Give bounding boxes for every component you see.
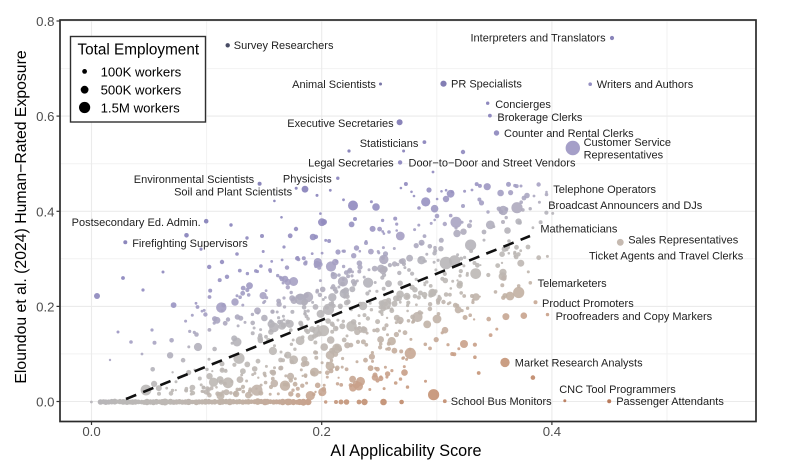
svg-text:Physicists: Physicists bbox=[283, 174, 332, 186]
svg-text:0.0: 0.0 bbox=[36, 395, 54, 410]
svg-text:CNC Tool Programmers: CNC Tool Programmers bbox=[559, 384, 676, 396]
svg-text:Telemarketers: Telemarketers bbox=[538, 278, 608, 290]
svg-text:Counter and Rental Clerks: Counter and Rental Clerks bbox=[504, 128, 634, 140]
svg-text:Broadcast Announcers and DJs: Broadcast Announcers and DJs bbox=[548, 200, 703, 212]
svg-text:Soil and Plant Scientists: Soil and Plant Scientists bbox=[174, 186, 293, 198]
svg-text:Concierges: Concierges bbox=[495, 99, 551, 111]
svg-text:Product Promoters: Product Promoters bbox=[542, 298, 634, 310]
svg-text:Statisticians: Statisticians bbox=[360, 138, 419, 150]
svg-text:0.4: 0.4 bbox=[36, 204, 54, 219]
svg-text:Environmental Scientists: Environmental Scientists bbox=[134, 174, 255, 186]
svg-text:Executive Secretaries: Executive Secretaries bbox=[287, 118, 394, 130]
svg-text:Sales Representatives: Sales Representatives bbox=[628, 235, 739, 247]
svg-text:Mathematicians: Mathematicians bbox=[540, 224, 618, 236]
svg-text:500K workers: 500K workers bbox=[101, 83, 182, 98]
svg-text:1.5M workers: 1.5M workers bbox=[101, 100, 181, 115]
svg-text:Proofreaders and Copy Markers: Proofreaders and Copy Markers bbox=[556, 311, 713, 323]
svg-text:0.6: 0.6 bbox=[36, 109, 54, 124]
svg-text:Customer Service: Customer Service bbox=[584, 137, 671, 149]
svg-text:Animal Scientists: Animal Scientists bbox=[292, 79, 376, 91]
svg-text:PR Specialists: PR Specialists bbox=[451, 79, 522, 91]
svg-text:Market Research Analysts: Market Research Analysts bbox=[515, 357, 643, 369]
svg-text:100K workers: 100K workers bbox=[101, 64, 182, 79]
svg-text:Writers and Authors: Writers and Authors bbox=[597, 79, 694, 91]
svg-text:Postsecondary Ed. Admin.: Postsecondary Ed. Admin. bbox=[72, 217, 201, 229]
svg-text:Eloundou et al. (2024) Human−R: Eloundou et al. (2024) Human−Rated Expos… bbox=[13, 50, 30, 383]
svg-text:Interpreters and Translators: Interpreters and Translators bbox=[470, 32, 606, 44]
svg-text:Telephone Operators: Telephone Operators bbox=[553, 184, 656, 196]
svg-text:Door−to−Door and Street Vendor: Door−to−Door and Street Vendors bbox=[409, 158, 576, 170]
svg-text:Representatives: Representatives bbox=[584, 150, 664, 162]
svg-text:AI Applicability Score: AI Applicability Score bbox=[330, 442, 481, 460]
svg-text:0.0: 0.0 bbox=[82, 424, 100, 439]
svg-text:Ticket Agents and Travel Clerk: Ticket Agents and Travel Clerks bbox=[589, 251, 744, 263]
svg-text:Legal Secretaries: Legal Secretaries bbox=[308, 158, 394, 170]
svg-text:Firefighting Supervisors: Firefighting Supervisors bbox=[132, 238, 248, 250]
svg-text:Brokerage Clerks: Brokerage Clerks bbox=[497, 112, 582, 124]
svg-text:Total Employment: Total Employment bbox=[78, 42, 200, 59]
svg-text:0.8: 0.8 bbox=[36, 14, 54, 29]
svg-text:0.2: 0.2 bbox=[36, 299, 54, 314]
svg-text:0.2: 0.2 bbox=[313, 424, 331, 439]
svg-text:Survey Researchers: Survey Researchers bbox=[234, 40, 334, 52]
svg-text:Passenger Attendants: Passenger Attendants bbox=[616, 396, 724, 408]
svg-text:0.4: 0.4 bbox=[543, 424, 561, 439]
svg-text:School Bus Monitors: School Bus Monitors bbox=[451, 396, 552, 408]
